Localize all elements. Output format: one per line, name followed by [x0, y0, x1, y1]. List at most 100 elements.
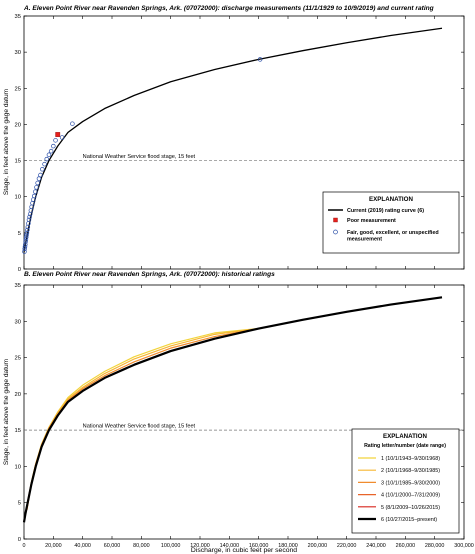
- measurement-point: [46, 152, 52, 158]
- y-tick-label: 30: [15, 319, 21, 325]
- measurement-point: [25, 227, 30, 233]
- panel-b-series: [22, 296, 443, 523]
- measurement-point: [22, 246, 27, 252]
- panel-a-legend-fair-swatch: [333, 229, 338, 235]
- measurement-point: [51, 143, 56, 149]
- x-tick-label: 140,000: [220, 543, 240, 549]
- panel-b-y-axis: 0 5 10 15 20 25 30 35: [15, 283, 464, 543]
- panel-a-series: [22, 27, 443, 254]
- legend-label-2: 2 (10/1/1968–9/30/1985): [381, 468, 440, 474]
- panel-a-legend-box: [322, 191, 460, 254]
- x-tick-label: 280,000: [425, 543, 445, 549]
- y-tick-label: 0: [18, 267, 21, 273]
- y-tick-label: 25: [15, 356, 21, 362]
- series-line-6: [22, 296, 443, 523]
- panel-a-legend: EXPLANATION Current (2019) rating curve …: [322, 191, 460, 254]
- measurement-point: [23, 234, 29, 240]
- y-tick-label: 5: [18, 501, 21, 507]
- measurement-point: [53, 138, 58, 143]
- measurement-point: [32, 193, 37, 199]
- x-tick-label: 300,000: [454, 543, 474, 549]
- legend-label-6: 6 (10/27/2015–present): [381, 517, 437, 523]
- measurement-point: [40, 166, 45, 172]
- x-tick-label: 80,000: [133, 543, 150, 549]
- panel-b-y-axis-label: Stage, in feet above the gage datum: [3, 358, 10, 465]
- x-tick-label: 240,000: [366, 543, 386, 549]
- x-tick-label: 20,000: [45, 543, 62, 549]
- series-line-1: [23, 27, 443, 253]
- panel-b-title: B. Eleven Point River near Ravenden Spri…: [24, 271, 275, 278]
- y-tick-label: 35: [15, 14, 21, 20]
- panel-b-legend: EXPLANATION Rating letter/number (date r…: [351, 428, 460, 534]
- measurement-point: [36, 176, 42, 181]
- measurement-point: [38, 172, 43, 178]
- measurement-point: [48, 148, 54, 154]
- panel-b-plot-frame: [23, 284, 465, 540]
- y-tick-label: 15: [15, 428, 21, 434]
- x-tick-label: 0: [23, 543, 26, 549]
- panel-b-legend-box: [351, 428, 460, 534]
- panel-b-legend-items: 1 (10/1/1943–9/30/1968) 2 (10/1/1968–9/30…: [358, 456, 440, 523]
- legend-label-1: 1 (10/1/1943–9/30/1968): [381, 456, 440, 462]
- measurement-point: [22, 249, 27, 254]
- measurement-point: [34, 185, 39, 190]
- panel-a-flood-stage-label: National Weather Service flood stage, 15…: [83, 154, 196, 160]
- legend-label-4: 4 (10/1/2000–7/31/2009): [381, 493, 440, 499]
- series-line-2: [26, 327, 259, 510]
- legend-label-5: 5 (8/1/2009–10/26/2015): [381, 505, 440, 511]
- y-tick-label: 30: [15, 50, 21, 56]
- series-line-5: [24, 401, 69, 519]
- panel-a-legend-title: EXPLANATION: [369, 196, 413, 203]
- panel-a-y-axis: 0 5 10 15 20 25 30 35: [15, 14, 464, 273]
- x-tick-label: 120,000: [190, 543, 210, 549]
- measurement-point: [44, 156, 49, 162]
- y-tick-label: 20: [15, 392, 21, 398]
- y-tick-label: 5: [18, 231, 21, 237]
- measurement-point: [23, 237, 29, 242]
- panel-b-legend-title: EXPLANATION: [383, 433, 427, 440]
- measurement-point: [35, 180, 40, 186]
- x-tick-label: 60,000: [104, 543, 121, 549]
- y-tick-label: 10: [15, 464, 21, 470]
- panel-b-flood-stage-label: National Weather Service flood stage, 15…: [83, 424, 196, 430]
- measurement-point: [70, 121, 75, 126]
- measurement-point: [33, 189, 38, 194]
- x-tick-label: 100,000: [161, 543, 181, 549]
- poor-measurement-point: [55, 132, 61, 137]
- panel-a-title: A. Eleven Point River near Ravenden Spri…: [23, 5, 434, 12]
- panel-b: B. Eleven Point River near Ravenden Spri…: [15, 271, 474, 549]
- panel-a-legend-fair: Fair, good, excellent, or unspecified mea…: [347, 230, 439, 243]
- legend-label-3: 3 (10/1/1985–9/30/2000): [381, 480, 440, 486]
- panel-a: A. Eleven Point River near Ravenden Spri…: [15, 5, 465, 273]
- x-tick-label: 40,000: [74, 543, 91, 549]
- y-tick-label: 35: [15, 283, 21, 289]
- y-tick-label: 25: [15, 86, 21, 92]
- y-tick-label: 10: [15, 195, 21, 201]
- y-tick-label: 0: [18, 537, 21, 543]
- measurement-point: [24, 230, 30, 236]
- x-tick-label: 260,000: [396, 543, 416, 549]
- x-tick-label: 220,000: [337, 543, 357, 549]
- panel-b-legend-subtitle: Rating letter/number (date range): [364, 443, 446, 449]
- panel-a-y-axis-label: Stage, in feet above the gage datum: [3, 88, 10, 195]
- measurement-point: [27, 214, 32, 220]
- panel-a-legend-poor: Poor measurement: [347, 218, 396, 224]
- x-tick-label: 200,000: [308, 543, 328, 549]
- series-line-4: [24, 400, 69, 513]
- x-axis-label: Discharge, in cubic feet per second: [191, 547, 297, 554]
- measurement-point: [23, 239, 28, 244]
- y-tick-label: 15: [15, 159, 21, 165]
- measurement-point: [24, 232, 29, 238]
- panel-a-x-axis: [23, 16, 465, 269]
- measurement-point: [26, 217, 32, 223]
- panel-a-plot-frame: [23, 15, 465, 270]
- panel-a-legend-rating-curve: Current (2019) rating curve (6): [347, 208, 424, 214]
- y-tick-label: 20: [15, 122, 21, 128]
- panel-b-x-axis: 0 20,000 40,000 60,000 80,000 100,000 120,000 1…: [23, 285, 474, 549]
- measurement-point: [59, 135, 65, 140]
- panel-a-legend-poor-swatch: [333, 217, 338, 223]
- measurement-point: [42, 161, 47, 167]
- x-tick-label: 160,000: [249, 543, 269, 549]
- x-tick-label: 180,000: [278, 543, 298, 549]
